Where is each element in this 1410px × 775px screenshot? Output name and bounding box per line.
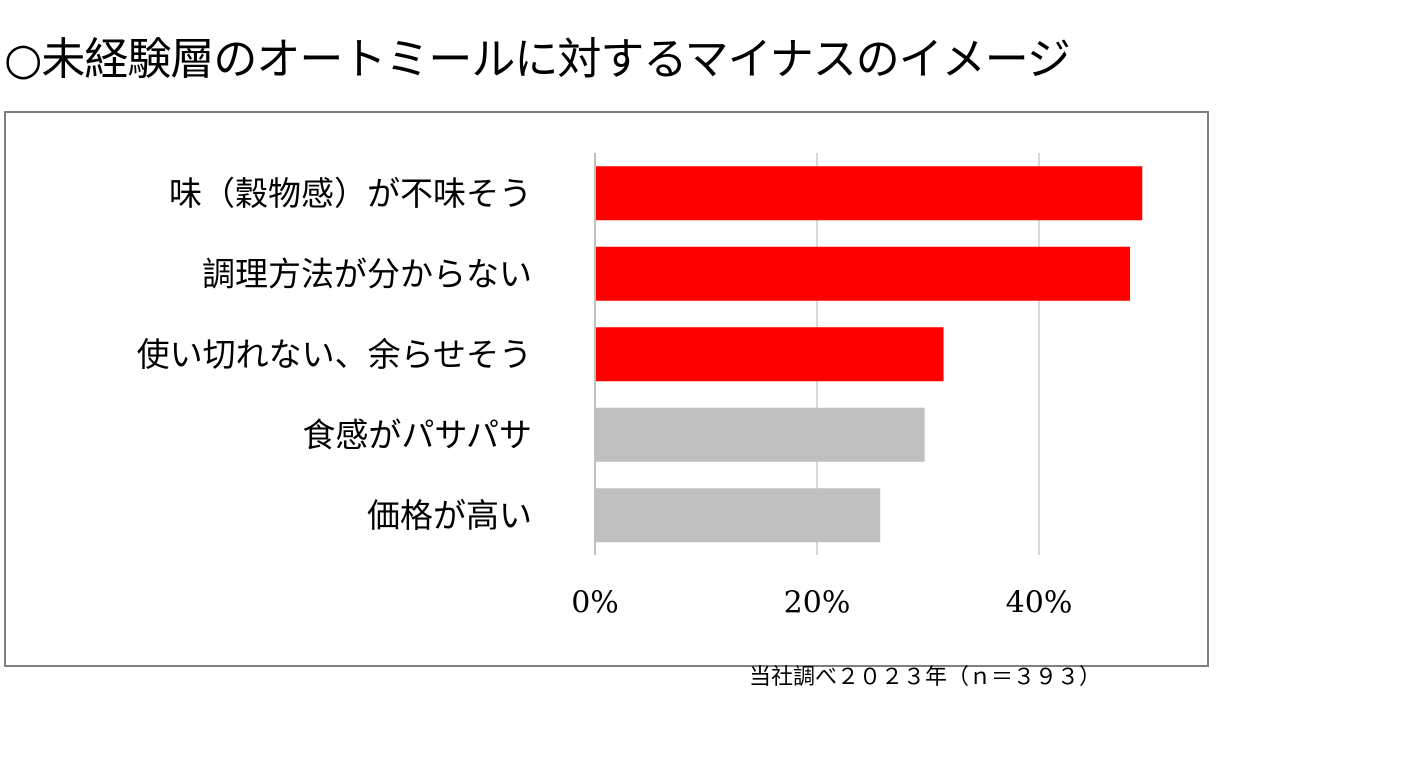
- bar-chart: 味（穀物感）が不味そう調理方法が分からない使い切れない、余らせそう食感がパサパサ…: [137, 153, 1143, 621]
- bar: [595, 246, 1131, 301]
- tick-label: 20%: [784, 586, 851, 621]
- category-label: 味（穀物感）が不味そう: [169, 174, 532, 213]
- page-title: ○未経験層のオートミールに対するマイナスのイメージ: [4, 34, 1071, 85]
- chart-frame: 味（穀物感）が不味そう調理方法が分からない使い切れない、余らせそう食感がパサパサ…: [4, 111, 1209, 667]
- bar: [595, 166, 1143, 221]
- bar: [595, 407, 925, 462]
- category-label: 調理方法が分からない: [202, 254, 532, 293]
- bar: [595, 488, 881, 543]
- category-label: 食感がパサパサ: [302, 415, 532, 454]
- bar: [595, 327, 944, 382]
- category-label: 使い切れない、余らせそう: [137, 335, 532, 374]
- tick-label: 0%: [571, 586, 619, 621]
- tick-label: 40%: [1006, 586, 1073, 621]
- source-note: 当社調べ２０２３年（ｎ＝３９３）: [749, 665, 1102, 690]
- category-label: 価格が高い: [367, 496, 532, 535]
